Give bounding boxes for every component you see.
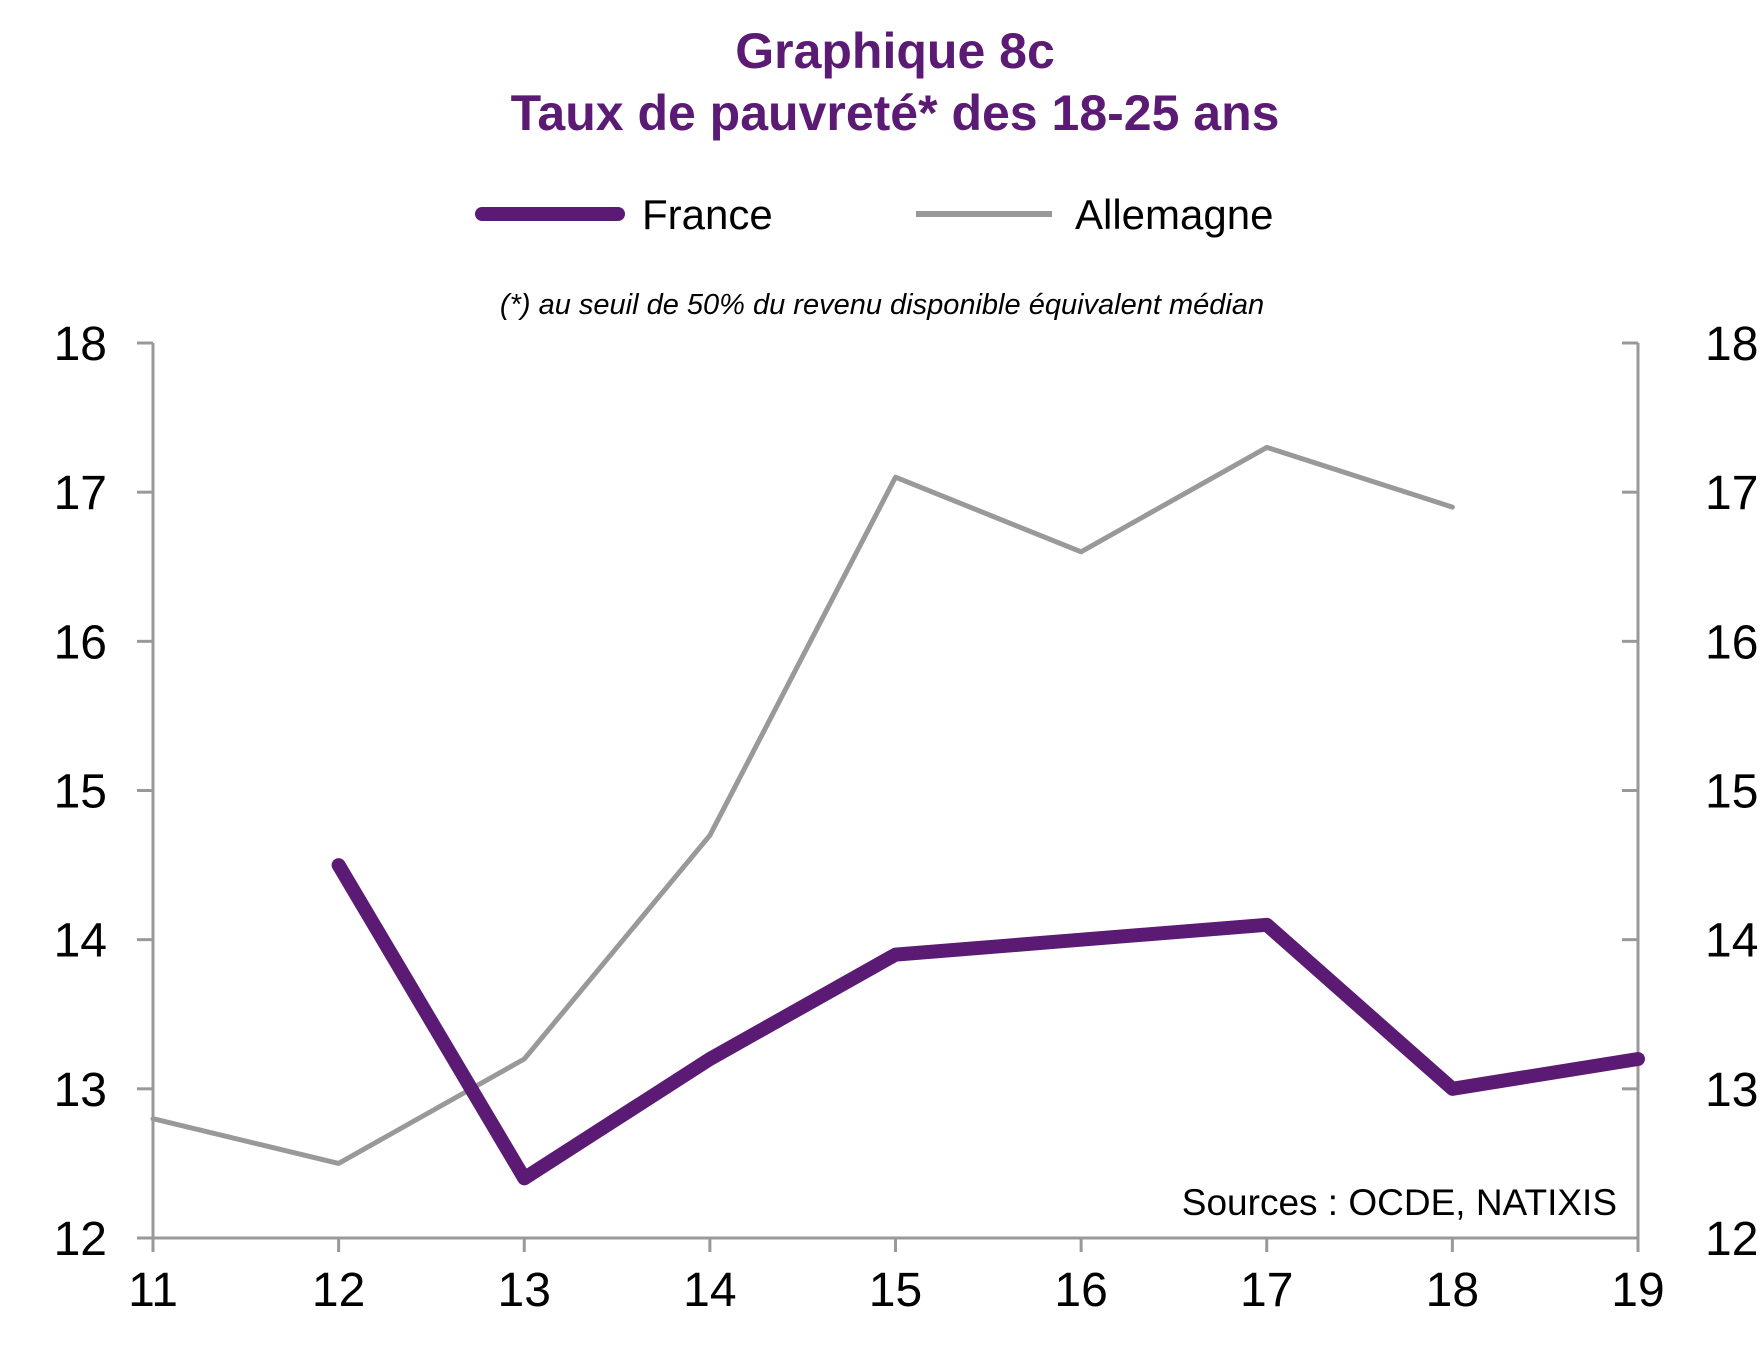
y-tick-label-left: 17 (54, 467, 107, 520)
y-tick-label-right: 12 (1705, 1213, 1758, 1266)
y-tick-label-right: 18 (1705, 318, 1758, 371)
x-tick-label: 12 (312, 1264, 365, 1317)
x-tick-label: 18 (1426, 1264, 1479, 1317)
chart-subtitle: Taux de pauvreté* des 18-25 ans (511, 85, 1280, 141)
legend-label-france: France (642, 191, 773, 238)
y-tick-label-right: 16 (1705, 616, 1758, 669)
y-tick-label-right: 15 (1705, 766, 1758, 819)
y-tick-label-left: 16 (54, 616, 107, 669)
legend-label-allemagne: Allemagne (1075, 191, 1273, 238)
y-tick-label-left: 13 (54, 1064, 107, 1117)
source-note: Sources : OCDE, NATIXIS (1182, 1182, 1617, 1223)
y-tick-label-left: 15 (54, 766, 107, 819)
series-line-france (331, 858, 1645, 1186)
x-tick-label: 19 (1611, 1264, 1664, 1317)
y-tick-label-right: 14 (1705, 915, 1758, 968)
x-tick-label: 14 (683, 1264, 736, 1317)
axes: 12 13 14 15 16 17 18 12 13 14 15 16 17 18 11 12 13 14 15 16… (54, 318, 1759, 1317)
chart-note: (*) au seuil de 50% du revenu disponible… (500, 289, 1264, 321)
series-layer (150, 444, 1645, 1186)
y-tick-label-right: 13 (1705, 1064, 1758, 1117)
x-tick-label: 17 (1240, 1264, 1293, 1317)
x-tick-label: 11 (128, 1264, 178, 1317)
x-tick-label: 15 (869, 1264, 922, 1317)
series-line-allemagne (150, 444, 1455, 1166)
x-tick-label: 16 (1054, 1264, 1107, 1317)
y-tick-label-right: 17 (1705, 467, 1758, 520)
chart-title: Graphique 8c (735, 23, 1055, 79)
x-tick-label: 13 (498, 1264, 551, 1317)
legend: France Allemagne (475, 191, 1273, 238)
y-tick-label-left: 14 (54, 915, 107, 968)
y-tick-label-left: 12 (54, 1213, 107, 1266)
y-tick-label-left: 18 (54, 318, 107, 371)
